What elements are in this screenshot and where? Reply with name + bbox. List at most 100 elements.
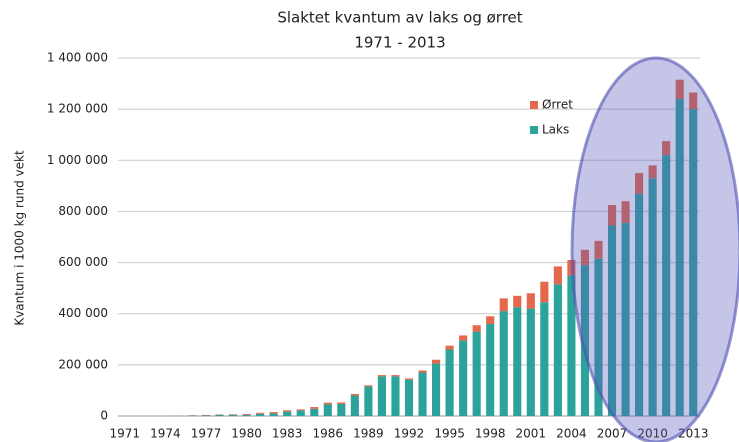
bar-segment: [635, 193, 644, 416]
bar-segment: [594, 258, 603, 416]
x-tick-label: 1992: [394, 427, 425, 441]
bar-segment: [310, 408, 319, 416]
bar-segment: [675, 98, 684, 417]
y-tick-label: 400 000: [58, 306, 108, 320]
chart-title: Slaktet kvantum av laks og ørret: [277, 9, 522, 27]
bar-segment: [445, 345, 454, 350]
bar-segment: [648, 165, 657, 179]
bar-segment: [472, 331, 481, 416]
bar-segment: [364, 385, 373, 387]
bar-segment: [553, 284, 562, 416]
bar-segment: [689, 109, 698, 417]
bar-segment: [432, 359, 441, 364]
bar-segment: [201, 414, 211, 416]
bar-segment: [269, 412, 278, 414]
bar-segment: [283, 410, 292, 412]
y-tick-label: 200 000: [58, 357, 108, 371]
bar-segment: [323, 404, 332, 416]
bar-segment: [621, 222, 630, 416]
bar-segment: [459, 335, 468, 341]
bar-segment: [432, 363, 441, 416]
x-tick-label: 1989: [353, 427, 384, 441]
bar-segment: [337, 402, 346, 404]
bar-segment: [201, 415, 211, 416]
y-tick-label: 1 000 000: [47, 153, 108, 167]
bar-segment: [296, 409, 305, 411]
bar-segment: [391, 376, 400, 416]
y-tick-label: 1 200 000: [47, 102, 108, 116]
bar-segment: [675, 79, 684, 99]
bar-segment: [404, 379, 414, 416]
bar-segment: [580, 265, 590, 416]
bar-segment: [323, 402, 332, 405]
bar-segment: [228, 414, 238, 415]
bar-segment: [296, 410, 305, 416]
bar-segment: [486, 316, 495, 324]
y-tick-label: 0: [100, 409, 108, 423]
bar-segment: [242, 414, 251, 416]
legend-label: Ørret: [542, 98, 573, 112]
bar-segment: [377, 376, 386, 416]
bar-segment: [540, 302, 549, 416]
bar-segment: [526, 293, 535, 309]
bar-segment: [242, 413, 251, 415]
y-tick-label: 1 400 000: [47, 51, 108, 65]
x-tick-label: 1995: [434, 427, 465, 441]
bar-segment: [662, 155, 671, 416]
bar-segment: [418, 370, 427, 373]
chart-subtitle: 1971 - 2013: [354, 34, 445, 52]
bar-segment: [594, 240, 603, 259]
bar-segment: [269, 413, 278, 416]
bar-segment: [404, 378, 414, 380]
bar-segment: [256, 413, 265, 416]
bar-segment: [215, 414, 224, 416]
bar-segment: [350, 394, 359, 396]
x-tick-label: 1998: [475, 427, 506, 441]
legend-label: Laks: [542, 123, 569, 137]
plot: 0 200 000 400 000 600 000 800 000 1 000 000 1 …: [47, 51, 709, 441]
y-tick-label: 800 000: [58, 204, 108, 218]
bar-segment: [607, 205, 617, 226]
y-tick-label: 600 000: [58, 255, 108, 269]
bar-segment: [540, 281, 549, 303]
x-tick-label: 2001: [516, 427, 547, 441]
bar-segment: [553, 266, 562, 285]
bar-segment: [635, 173, 644, 194]
bar-segment: [283, 411, 292, 416]
bar-segment: [486, 323, 495, 416]
legend-swatch: [530, 101, 538, 109]
bar-segment: [499, 298, 508, 312]
bar-segment: [580, 249, 590, 266]
bar-segment: [499, 311, 508, 416]
bar-segment: [662, 141, 671, 156]
bar-segment: [689, 92, 698, 110]
x-tick-label: 1983: [272, 427, 303, 441]
bar-segment: [459, 340, 468, 416]
legend-swatch: [530, 126, 538, 134]
bar-segment: [228, 414, 238, 416]
bar-segment: [513, 295, 522, 308]
bar-segment: [648, 178, 657, 416]
bar-segment: [621, 201, 630, 223]
bar-segment: [472, 325, 481, 332]
bar-segment: [256, 412, 265, 414]
bar-segment: [445, 349, 454, 416]
bar-segment: [418, 372, 427, 416]
bar-segment: [391, 375, 400, 377]
bar-segment: [350, 395, 359, 416]
x-tick-label: 1974: [150, 427, 181, 441]
highlight-ellipse: [570, 56, 739, 442]
x-tick-label: 1971: [109, 427, 140, 441]
bar-segment: [337, 403, 346, 416]
x-tick-label: 2007: [597, 427, 628, 441]
x-tick-label: 2010: [637, 427, 668, 441]
bar-segment: [513, 307, 522, 416]
bar-segment: [526, 308, 535, 416]
bar-segment: [215, 414, 224, 415]
x-tick-label: 1977: [191, 427, 222, 441]
bar-segment: [607, 225, 617, 416]
x-tick-label: 2004: [556, 427, 587, 441]
bar-segment: [377, 375, 386, 377]
